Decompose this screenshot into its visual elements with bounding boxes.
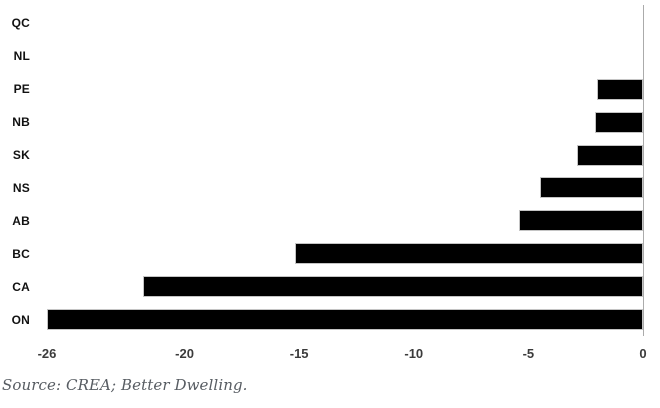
bar-pe [597, 79, 643, 100]
category-label-pe: PE [13, 82, 30, 97]
bar-ns [540, 177, 643, 198]
category-label-qc: QC [11, 16, 30, 31]
bar-on [47, 309, 643, 330]
category-label-nb: NB [12, 115, 30, 130]
bar-bc [295, 243, 643, 264]
source-note: Source: CREA; Better Dwelling. [2, 376, 248, 394]
category-label-on: ON [11, 312, 30, 327]
bar-ca [143, 276, 643, 297]
x-tick-label-neg26: -26 [37, 346, 57, 361]
x-tick-label-0: 0 [639, 346, 647, 361]
x-tick-label-neg20: -20 [175, 346, 194, 361]
x-tick-label-neg10: -10 [404, 346, 424, 361]
category-label-nl: NL [13, 49, 30, 64]
x-tick-label-neg15: -15 [289, 346, 309, 361]
category-label-bc: BC [12, 246, 30, 261]
category-label-sk: SK [12, 148, 30, 163]
category-label-ns: NS [12, 180, 30, 195]
category-label-ca: CA [12, 279, 30, 294]
x-tick-label-neg5: -5 [522, 346, 535, 361]
zero-axis-line [643, 5, 644, 336]
bar-sk [577, 145, 643, 166]
bar-ab [519, 210, 643, 231]
bar-nb [595, 112, 643, 133]
category-label-ab: AB [12, 213, 30, 228]
